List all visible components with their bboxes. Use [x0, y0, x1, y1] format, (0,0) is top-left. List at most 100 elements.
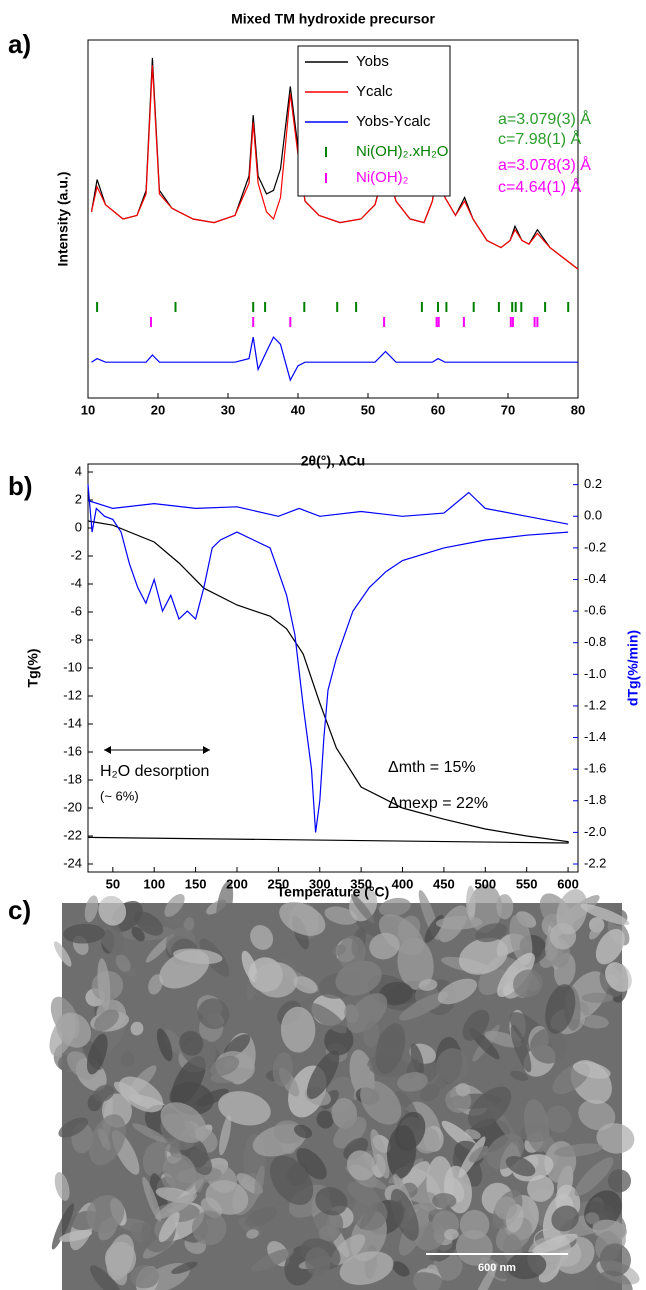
legend-label: Yobs [356, 53, 389, 70]
sem-flake [251, 1248, 295, 1272]
x-axis-label: 2θ(°), λCu [301, 453, 366, 469]
y2-tick-label: -0.8 [584, 634, 606, 649]
y-tick-label: -16 [63, 743, 82, 758]
sem-flake [572, 1061, 611, 1079]
data-line [90, 65, 579, 270]
sem-flake [218, 1091, 271, 1126]
sem-flake [395, 1272, 444, 1290]
x-tick-label: 50 [106, 876, 120, 891]
sem-flake [395, 1111, 426, 1151]
sem-flake [360, 1080, 402, 1125]
sem-flake [432, 1193, 457, 1209]
y-tick-label: -4 [70, 575, 82, 590]
sem-flake [599, 1243, 631, 1277]
y2-tick-label: -0.4 [584, 571, 606, 586]
sem-flake [510, 1024, 532, 1073]
sem-flake [85, 1195, 125, 1234]
sem-flake [56, 1012, 92, 1048]
annotation: Δmth = 15% [388, 759, 476, 776]
sem-flake [551, 1205, 579, 1232]
sem-flake [158, 1211, 180, 1243]
sem-flake [98, 895, 127, 926]
sem-flake [418, 1191, 439, 1212]
data-line [87, 520, 569, 844]
sem-flake [390, 1188, 419, 1241]
sem-flake [142, 1176, 162, 1222]
y2-tick-label: -2.2 [584, 855, 606, 870]
sem-flake [219, 1115, 232, 1156]
y-tick-label: -24 [63, 855, 82, 870]
sem-flake [578, 1099, 616, 1131]
sem-flake [462, 1009, 490, 1041]
sem-flake [467, 1086, 512, 1129]
sem-flake [131, 926, 145, 942]
sem-flake [307, 1002, 347, 1034]
y-tick-label: -14 [63, 715, 82, 730]
sem-flake [294, 1124, 313, 1139]
annotation: a=3.079(3) Å [498, 109, 591, 128]
sem-flake [304, 1247, 331, 1277]
sem-flake [524, 1099, 550, 1153]
sem-flake [160, 1102, 207, 1143]
x-tick-label: 300 [309, 876, 331, 891]
sem-flake [171, 1261, 198, 1274]
legend-label: Yobs-Ycalc [356, 113, 431, 130]
y2-tick-label: 0.0 [584, 508, 602, 523]
sem-flake [163, 1153, 197, 1192]
sem-flake [513, 969, 543, 998]
sem-flake [580, 903, 630, 926]
y-tick-label: -10 [63, 659, 82, 674]
sem-flake [554, 1143, 603, 1157]
sem-image [49, 881, 640, 1290]
x-tick-label: 600 [557, 876, 579, 891]
sem-flake [335, 960, 382, 996]
sem-flake [444, 1228, 459, 1240]
annotation: c=7.98(1) Å [498, 129, 581, 148]
sem-flake [468, 1145, 489, 1163]
y2-tick-label: -1.0 [584, 666, 606, 681]
legend-label: Ni(OH)₂ [356, 169, 409, 186]
sem-flake [333, 1116, 367, 1149]
sem-flake [455, 1229, 493, 1266]
sem-flake [269, 1155, 314, 1205]
sem-flake [410, 1043, 424, 1075]
sem-flake [272, 1052, 293, 1087]
sem-flake [115, 954, 131, 972]
y-tick-label: -8 [70, 631, 82, 646]
sem-flake [97, 916, 125, 955]
sem-flake [532, 1233, 578, 1254]
sem-flake [574, 1157, 614, 1197]
sem-flake [496, 894, 514, 920]
sem-flake [59, 1230, 93, 1242]
sem-flake [585, 1212, 600, 1225]
y-tick-label: -12 [63, 687, 82, 702]
sem-flake [369, 932, 400, 960]
sem-flake [173, 948, 223, 965]
x-axis-label: Temperature (°C) [277, 884, 390, 900]
sem-flake [549, 923, 577, 950]
sem-flake [97, 958, 111, 1010]
sem-flake [379, 981, 413, 1006]
sem-flake [607, 1169, 632, 1193]
sem-flake [594, 1270, 633, 1290]
y-tick-label: 2 [75, 491, 82, 506]
legend-box [297, 45, 451, 197]
y-axis-label: Tg(%) [25, 649, 41, 688]
sem-flake [94, 1009, 119, 1032]
x-tick-label: 150 [185, 876, 207, 891]
sem-flake [391, 1261, 410, 1277]
x-tick-label: 400 [392, 876, 414, 891]
y-tick-label: -18 [63, 771, 82, 786]
x-tick-label: 80 [571, 402, 585, 417]
plot-frame [87, 463, 579, 873]
sem-flake [363, 1020, 380, 1048]
x-tick-label: 30 [221, 402, 235, 417]
sem-flake [316, 1110, 334, 1129]
sem-flake [105, 1248, 128, 1286]
x-tick-label: 350 [350, 876, 372, 891]
sem-flake [51, 1203, 74, 1250]
sem-flake [414, 1221, 447, 1251]
chart-title: Mixed TM hydroxide precursor [231, 11, 435, 27]
sem-flake [86, 1033, 108, 1075]
